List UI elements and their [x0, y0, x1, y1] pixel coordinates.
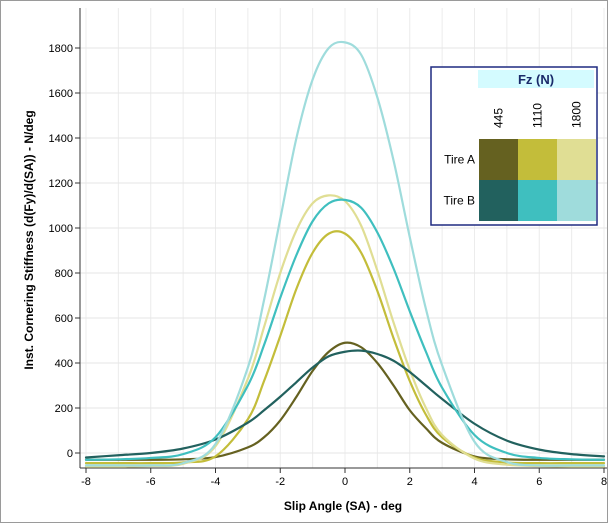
y-tick-label: 1400: [49, 133, 73, 145]
series-line-tire-b-1800: [84, 40, 606, 467]
legend-swatch: [479, 180, 518, 221]
y-tick-label: 400: [55, 358, 73, 370]
x-axis-title: Slip Angle (SA) - deg: [284, 499, 402, 513]
x-tick-label: -4: [211, 476, 221, 488]
series-line-tire-b-1110: [84, 198, 606, 461]
legend-title-bg: [478, 70, 594, 88]
legend-title: Fz (N): [518, 72, 554, 87]
axes: [75, 8, 607, 473]
y-axis-title: Inst. Cornering Stiffness (d(Fy)/d(SA)) …: [22, 110, 36, 369]
x-tick-label: -6: [146, 476, 156, 488]
legend-column-label: 445: [492, 108, 506, 128]
tick-labels: -8 -6 -4 -2 0 2 4 6 8 0 200 400 600 800 1000 1200 1400 16…: [49, 43, 608, 488]
legend-swatch: [479, 139, 518, 180]
series-line-tire-a-1110: [84, 230, 606, 465]
legend-swatch: [557, 180, 596, 221]
legend-row-label: Tire A: [444, 153, 475, 167]
legend-column-label: 1110: [531, 103, 545, 128]
x-tick-label: 8: [601, 476, 607, 488]
legend: Fz (N) 445 1110 1800 Tire A Tire B: [430, 66, 598, 226]
x-tick-label: -8: [81, 476, 91, 488]
y-tick-label: 1200: [49, 178, 73, 190]
y-tick-label: 1000: [49, 223, 73, 235]
y-tick-label: 600: [55, 313, 73, 325]
legend-swatch: [518, 180, 557, 221]
legend-column-label: 1800: [570, 101, 584, 128]
y-tick-label: 1800: [49, 43, 73, 55]
y-tick-label: 200: [55, 403, 73, 415]
legend-swatch: [557, 139, 596, 180]
legend-swatch: [518, 139, 557, 180]
x-tick-label: -2: [275, 476, 285, 488]
x-tick-label: 4: [471, 476, 477, 488]
series-line-tire-b-445: [84, 349, 606, 459]
x-tick-label: 2: [407, 476, 413, 488]
legend-row-label: Tire B: [443, 194, 475, 208]
series-lines: [84, 40, 606, 468]
y-tick-label: 1600: [49, 88, 73, 100]
series-line-tire-a-445: [84, 341, 606, 461]
x-tick-label: 0: [342, 476, 348, 488]
y-tick-label: 800: [55, 268, 73, 280]
y-tick-label: 0: [67, 448, 73, 460]
x-tick-label: 6: [536, 476, 542, 488]
